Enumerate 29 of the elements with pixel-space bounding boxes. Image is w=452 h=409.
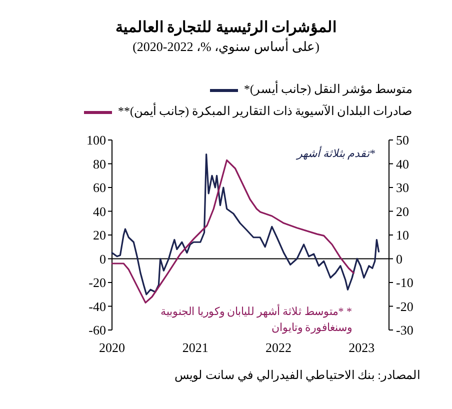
y2-tick-label: -20 [396, 298, 414, 314]
y-tick-label: 100 [86, 132, 106, 148]
y2-tick-label: 0 [396, 251, 402, 266]
y2-tick-label: 40 [396, 156, 409, 172]
y2-tick-label: 20 [396, 204, 409, 219]
y-tick-label: -20 [88, 275, 106, 290]
x-tick-label: 2020 [99, 340, 125, 355]
chart-title: المؤشرات الرئيسية للتجارة العالمية [114, 19, 338, 37]
chart-subtitle: (على أساس سنوي، %، 2022-2020) [132, 39, 320, 55]
annotation: *تقدم بثلاثة أشهر [297, 147, 375, 160]
y-tick-label: 40 [93, 204, 106, 219]
x-tick-label: 2021 [182, 340, 208, 355]
text: المصادر: بنك الاحتياطي الفيدرالي في سانت لويس [174, 368, 420, 383]
y2-tick-label: 50 [396, 132, 409, 148]
y-tick-label: -60 [88, 322, 106, 338]
y-tick-label: 80 [93, 156, 106, 172]
legend-label: صادرات البلدان الآسيوية ذات التقارير المبكرة (جانب أيمن)** [117, 104, 412, 119]
y-tick-label: 60 [93, 180, 106, 195]
x-tick-label: 2022 [266, 340, 292, 355]
annotation: * *متوسط ثلاثة أشهر لليابان وكوريا الجنوبية وسنغافورة وتايوان [160, 304, 352, 336]
y-tick-label: 0 [100, 251, 106, 266]
y2-tick-label: -10 [396, 275, 414, 290]
x-tick-label: 2023 [348, 340, 375, 355]
y2-tick-label: 30 [396, 180, 409, 195]
y-tick-label: -40 [88, 298, 106, 314]
y2-tick-label: -30 [396, 322, 414, 338]
y2-tick-label: 10 [396, 228, 409, 242]
legend-label: متوسط مؤشر النقل (جانب أيسر)* [243, 82, 412, 97]
y-tick-label: 20 [93, 228, 106, 242]
